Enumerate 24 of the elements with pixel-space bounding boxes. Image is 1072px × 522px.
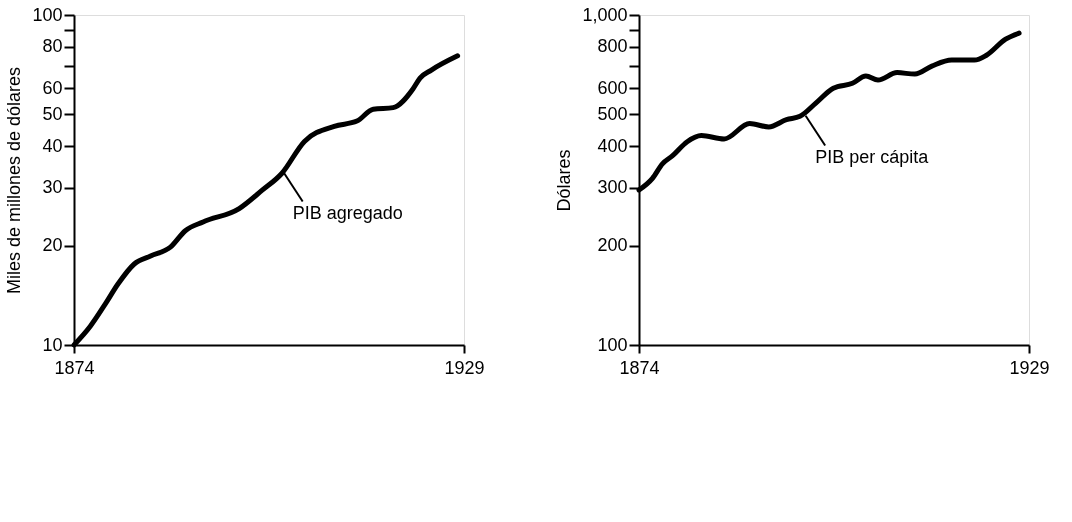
y-tick-label: 600	[597, 77, 628, 98]
x-tick-label: 1929	[444, 357, 485, 378]
y-axis-title: Dólares	[554, 149, 575, 212]
y-tick-label: 30	[42, 177, 63, 198]
y-tick-label: 40	[42, 135, 63, 156]
y-tick-label: 20	[42, 235, 63, 256]
y-tick-label: 100	[32, 4, 63, 25]
y-tick-label: 100	[597, 334, 628, 355]
annotation: PIB per cápita	[815, 147, 930, 168]
y-tick-label: 400	[597, 135, 628, 156]
y-tick-label: 200	[597, 235, 628, 256]
x-tick-label: 1874	[54, 357, 95, 378]
y-tick-label: 60	[42, 77, 63, 98]
y-tick-label: 50	[42, 103, 63, 124]
y-tick-label: 800	[597, 36, 628, 57]
x-tick-label: 1874	[619, 357, 660, 378]
y-tick-label: 300	[597, 177, 628, 198]
x-tick-label: 1929	[1009, 357, 1050, 378]
y-axis-title: Miles de millones de dólares	[4, 66, 25, 295]
y-tick-label: 1,000	[582, 4, 628, 25]
y-tick-label: 500	[597, 103, 628, 124]
annotation: PIB agregado	[292, 203, 403, 224]
y-tick-label: 80	[42, 36, 63, 57]
y-tick-label: 10	[42, 334, 63, 355]
